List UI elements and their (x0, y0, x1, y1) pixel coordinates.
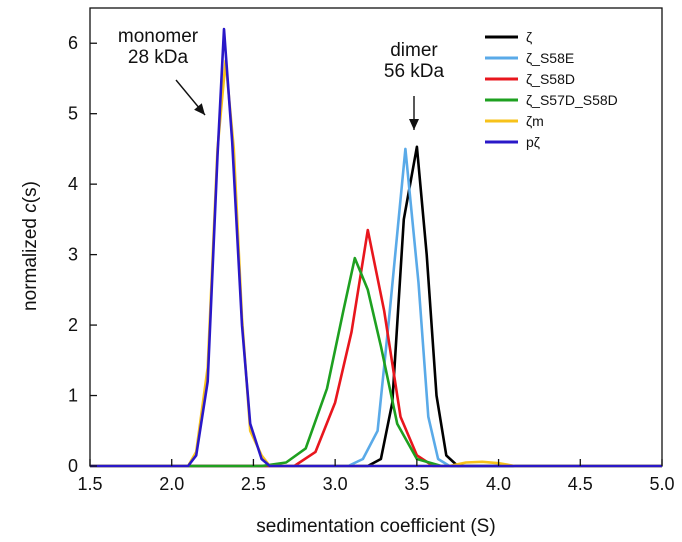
annotation-arrow-head (194, 103, 205, 115)
y-tick-label: 3 (68, 245, 78, 265)
annotation-label: 28 kDa (128, 47, 189, 68)
y-axis-title-prefix: normalized (20, 213, 41, 311)
y-axis-title-suffix: (s) (20, 181, 41, 203)
series-line-1 (90, 147, 662, 468)
y-axis-title-italic: c (20, 203, 41, 213)
y-tick-label: 5 (68, 104, 78, 124)
series-line-0 (90, 145, 662, 468)
x-tick-label: 3.0 (323, 474, 348, 494)
annotation-arrow-head (409, 119, 419, 130)
y-tick-label: 6 (68, 33, 78, 53)
y-tick-label: 0 (68, 456, 78, 476)
legend: ζ ζ_S58E ζ_S58D ζ_S57D_S58D ζm pζ (485, 29, 618, 150)
y-tick-label: 1 (68, 386, 78, 406)
x-axis: 1.5 2.0 2.5 3.0 3.5 4.0 4.5 5.0 (77, 459, 675, 494)
series-line-5 (90, 27, 662, 468)
y-axis: 0 1 2 3 4 5 6 (68, 33, 97, 476)
plot-area (89, 7, 663, 468)
series-line-2 (90, 228, 662, 468)
y-axis-title: normalized c(s) (20, 181, 41, 311)
legend-label: pζ (526, 134, 540, 150)
x-tick-label: 3.5 (404, 474, 429, 494)
annotation-label: dimer (390, 40, 438, 61)
x-tick-label: 5.0 (649, 474, 674, 494)
x-axis-title: sedimentation coefficient (S) (256, 516, 495, 537)
legend-label: ζ (526, 29, 532, 45)
annotation-label: monomer (118, 26, 199, 47)
x-tick-label: 1.5 (77, 474, 102, 494)
legend-label: ζ_S57D_S58D (526, 92, 618, 108)
legend-label: ζm (526, 113, 544, 129)
x-tick-label: 2.5 (241, 474, 266, 494)
y-tick-label: 4 (68, 174, 78, 194)
x-tick-label: 2.0 (159, 474, 184, 494)
legend-label: ζ_S58D (526, 71, 575, 87)
y-tick-label: 2 (68, 315, 78, 335)
x-tick-label: 4.0 (486, 474, 511, 494)
series-line-4 (90, 59, 662, 468)
x-tick-label: 4.5 (568, 474, 593, 494)
legend-label: ζ_S58E (526, 50, 574, 66)
annotation-label: 56 kDa (384, 61, 445, 82)
